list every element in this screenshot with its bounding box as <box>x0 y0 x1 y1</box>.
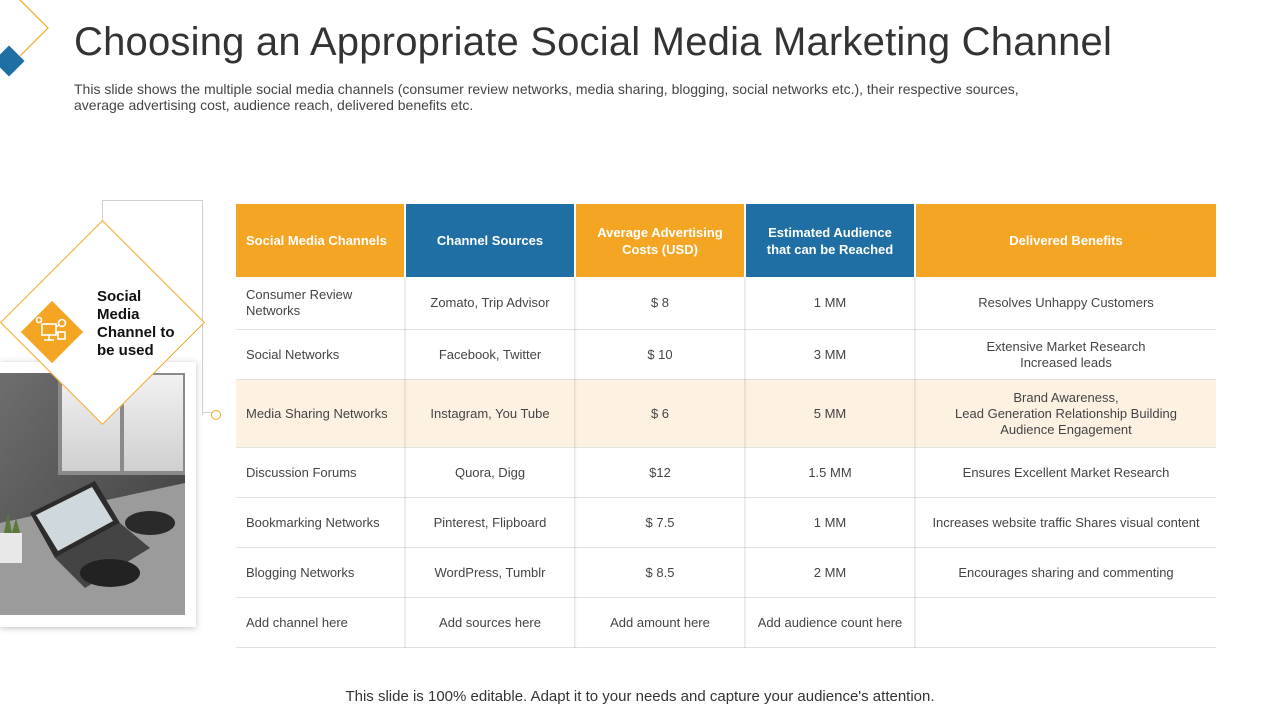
cell-channel: Consumer Review Networks <box>246 287 353 318</box>
cell-channel: Social Networks <box>246 346 340 362</box>
column-divider <box>744 277 747 648</box>
connector-dot <box>211 410 221 420</box>
cell-benefits: Brand Awareness, Lead Generation Relatio… <box>955 389 1177 437</box>
cell-audience: Add audience count here <box>757 614 903 630</box>
cell-cost: $12 <box>649 464 671 480</box>
cell-channel: Blogging Networks <box>246 564 355 580</box>
connector-line <box>202 412 216 413</box>
header-sources: Channel Sources <box>406 204 574 277</box>
header-audience: Estimated Audience that can be Reached <box>746 204 914 277</box>
cell-cost: $ 10 <box>647 346 673 362</box>
table-row: Consumer Review Networks Zomato, Trip Adv… <box>236 277 1216 330</box>
table-row: Bookmarking Networks Pinterest, Flipboard… <box>236 498 1216 548</box>
header-benefits: Delivered Benefits <box>916 204 1216 277</box>
cell-channel: Discussion Forums <box>246 464 357 480</box>
cell-benefits: Extensive Market Research Increased lead… <box>986 338 1146 370</box>
cell-channel: Add channel here <box>246 614 348 630</box>
cell-channel: Bookmarking Networks <box>246 514 380 530</box>
header-channels: Social Media Channels <box>236 204 404 277</box>
cell-benefits: Ensures Excellent Market Research <box>962 464 1170 480</box>
cell-audience: 5 MM <box>813 405 847 421</box>
cell-cost: $ 7.5 <box>645 514 675 530</box>
table-row: Discussion Forums Quora, Digg $12 1.5 MM Ens… <box>236 448 1216 498</box>
footer-note: This slide is 100% editable. Adapt it to… <box>345 688 935 705</box>
cell-benefits: Encourages sharing and commenting <box>958 564 1174 580</box>
header-costs: Average Advertising Costs (USD) <box>576 204 744 277</box>
social-media-network-icon <box>20 300 84 364</box>
cell-cost: Add amount here <box>610 614 710 630</box>
cell-sources: WordPress, Tumblr <box>434 564 546 580</box>
cell-cost: $ 8 <box>650 295 670 310</box>
table-body: Consumer Review Networks Zomato, Trip Adv… <box>236 277 1216 648</box>
cell-cost: $ 8.5 <box>645 564 675 580</box>
cell-benefits: Increases website traffic Shares visual … <box>932 514 1200 530</box>
cell-audience: 2 MM <box>813 564 847 580</box>
cell-sources: Add sources here <box>439 614 541 630</box>
page-subtitle: This slide shows the multiple social med… <box>74 81 1019 113</box>
channel-table: Social Media Channels Channel Sources Av… <box>236 204 1216 648</box>
cell-benefits <box>916 598 1216 647</box>
cell-sources: Pinterest, Flipboard <box>433 514 547 530</box>
cell-cost: $ 6 <box>650 405 670 421</box>
cell-sources: Facebook, Twitter <box>438 346 542 362</box>
cell-sources: Instagram, You Tube <box>430 405 550 421</box>
cell-audience: 1 MM <box>813 514 847 530</box>
page-title: Choosing an Appropriate Social Media Mar… <box>74 20 1113 64</box>
cell-audience: 3 MM <box>813 346 847 362</box>
table-row: Add channel here Add sources here Add amou… <box>236 598 1216 648</box>
cell-audience: 1 MM <box>813 295 847 310</box>
table-header-row: Social Media Channels Channel Sources Av… <box>236 204 1216 277</box>
table-row: Blogging Networks WordPress, Tumblr $ 8.5 2… <box>236 548 1216 598</box>
cell-benefits: Resolves Unhappy Customers <box>978 295 1154 310</box>
side-label: Social Media Channel to be used <box>97 288 175 359</box>
corner-decoration <box>0 0 49 77</box>
cell-sources: Quora, Digg <box>454 464 526 480</box>
column-divider <box>404 277 407 648</box>
column-divider <box>574 277 577 648</box>
table-row: Media Sharing Networks Instagram, You Tub… <box>236 380 1216 448</box>
cell-channel: Media Sharing Networks <box>246 405 388 421</box>
table-row: Social Networks Facebook, Twitter $ 10 3 MM… <box>236 330 1216 380</box>
cell-sources: Zomato, Trip Advisor <box>430 295 550 310</box>
cell-audience: 1.5 MM <box>808 464 852 480</box>
column-divider <box>914 277 917 648</box>
